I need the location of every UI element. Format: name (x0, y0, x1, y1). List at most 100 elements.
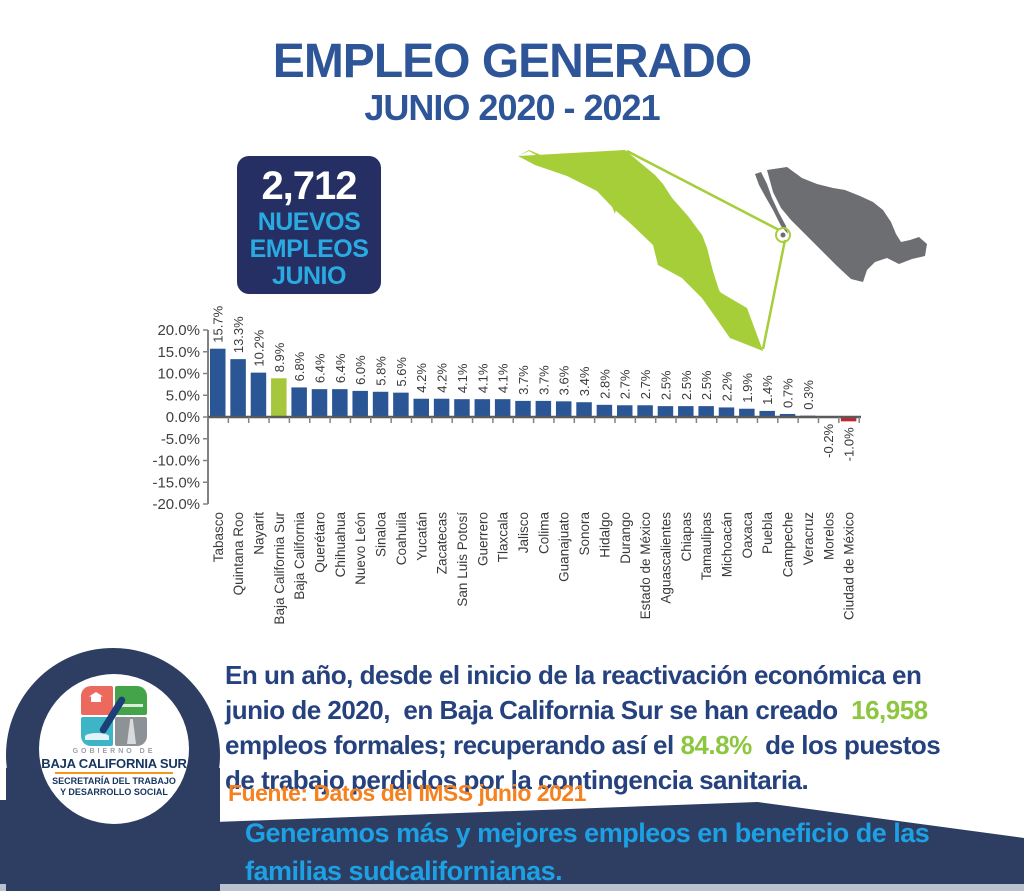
bcs-locator-dot (780, 232, 786, 238)
x-category-label: Nuevo León (353, 512, 368, 585)
x-category-label: Ciudad de México (842, 512, 857, 620)
message-text: junio de 2020, en Baja California Sur se… (225, 695, 852, 725)
bar-value-label: 13.3% (231, 316, 246, 353)
bar-value-label: 2.5% (658, 370, 673, 400)
y-tick-label: 5.0% (166, 387, 200, 404)
emblem-quadrant-road (115, 717, 147, 746)
new-jobs-label-2: EMPLEOS (249, 235, 369, 263)
y-tick-label: 20.0% (157, 322, 200, 339)
map-svg (518, 149, 927, 351)
logo-government-of: GOBIERNO DE (72, 748, 156, 755)
bar-value-label: 0.3% (801, 380, 816, 410)
map-connector-line-top (626, 149, 780, 232)
bar-guanajuato (555, 401, 572, 417)
x-category-label: Nayarit (251, 512, 266, 555)
bar-value-label: 4.2% (435, 363, 450, 393)
new-jobs-card: 2,712 NUEVOS EMPLEOS JUNIO (237, 156, 381, 294)
bar-yucat-n (413, 398, 429, 417)
bar-nuevo-le-n (352, 390, 368, 417)
government-logo: GOBIERNO DE BAJA CALIFORNIA SUR SECRETAR… (6, 648, 220, 891)
y-tick-label: -10.0% (152, 453, 200, 470)
footer-banner-line-2: familias sudcalifornianas. (245, 856, 563, 886)
bar-value-label: -0.2% (821, 423, 836, 457)
bar-value-label: 4.1% (455, 363, 470, 393)
bar-value-label: 10.2% (251, 329, 266, 366)
message-highlight-value: 84.8% (680, 730, 752, 760)
x-category-label: Sonora (577, 512, 592, 556)
bar-value-label: 2.8% (597, 369, 612, 399)
x-category-label: Morelos (821, 512, 836, 560)
bar-quer-taro (311, 389, 328, 417)
bar-sonora (576, 402, 592, 417)
message-line-1: En un año, desde el inicio de la reactiv… (225, 658, 1024, 693)
x-category-label: Aguascalientes (658, 512, 673, 604)
logo-secretariat-line-1: SECRETARÍA DEL TRABAJO (52, 776, 176, 786)
message-text: En un año, desde el inicio de la reactiv… (225, 660, 922, 690)
bar-value-label: 2.5% (699, 370, 714, 400)
bar-value-label: 4.1% (475, 363, 490, 393)
x-category-label: Coahuila (394, 512, 409, 566)
new-jobs-label-1: NUEVOS (257, 208, 361, 236)
bar-value-label: 5.6% (394, 357, 409, 387)
bar-aguascalientes (657, 406, 674, 417)
field-icon (119, 704, 143, 707)
y-tick-label: 15.0% (157, 344, 200, 361)
bar-coahuila (393, 392, 409, 417)
x-category-label: Veracruz (801, 512, 816, 566)
map-graphic (515, 138, 1000, 376)
bar-value-label: 4.2% (414, 363, 429, 393)
bcs-locator-circle (775, 227, 791, 243)
bar-value-label: 6.4% (313, 353, 328, 383)
message-line-2: junio de 2020, en Baja California Sur se… (225, 693, 1024, 728)
logo-state-name: BAJA CALIFORNIA SUR (41, 756, 187, 771)
bar-guerrero (474, 399, 491, 417)
x-category-label: Colima (536, 512, 551, 555)
baja-california-sur-shape-fill (518, 150, 763, 351)
bar-colima (535, 400, 552, 417)
y-tick-label: -20.0% (152, 496, 200, 513)
new-jobs-count: 2,712 (261, 164, 357, 208)
x-category-label: Campeche (781, 512, 796, 577)
bar-estado-de-m-xico (637, 405, 653, 417)
bar-sinaloa (372, 391, 389, 417)
x-category-label: Guanajuato (557, 512, 572, 582)
x-category-label: Quintana Roo (231, 512, 246, 595)
bar-value-label: 3.4% (577, 366, 592, 396)
bar-value-label: 2.5% (679, 370, 694, 400)
bar-baja-california-sur (271, 378, 287, 417)
message-highlight-value: 16,958 (851, 695, 928, 725)
source-text: Fuente: Datos del IMSS junio 2021 (228, 780, 586, 806)
bar-jalisco (515, 400, 531, 417)
x-category-label: Oaxaca (740, 512, 755, 559)
bar-tamaulipas (698, 406, 714, 417)
bar-value-label: 1.4% (760, 375, 775, 405)
x-category-label: Chihuahua (333, 512, 348, 578)
message-text: de trabajo perdidos por la contingencia … (225, 765, 809, 795)
y-tick-label: 10.0% (157, 366, 200, 383)
bar-value-label: 1.9% (740, 373, 755, 403)
bar-tabasco (210, 348, 226, 417)
bar-value-label: 3.7% (536, 365, 551, 395)
bar-value-label: 3.7% (516, 365, 531, 395)
bar-value-label: -1.0% (842, 427, 857, 461)
bar-value-label: 5.8% (374, 356, 389, 386)
x-category-label: Baja California (292, 512, 307, 600)
y-tick-label: 0.0% (166, 409, 200, 426)
bcs-coat-of-arms-icon (81, 686, 147, 746)
message-line-3: empleos formales; recuperando así el 84.… (225, 728, 1024, 763)
bar-value-label: 6.0% (353, 355, 368, 385)
message-text: de los puestos (751, 730, 941, 760)
message-line-4: de trabajo perdidos por la contingencia … (225, 763, 1024, 798)
bar-quintana-roo (230, 359, 246, 417)
map-connector-line-bottom (761, 239, 787, 350)
x-category-label: Tabasco (211, 512, 226, 562)
x-category-label: Chiapas (679, 512, 694, 562)
footer-banner-line-1: Generamos más y mejores empleos en benef… (245, 818, 930, 848)
x-category-label: Yucatán (414, 512, 429, 561)
header: EMPLEO GENERADO JUNIO 2020 - 2021 (0, 36, 1024, 128)
whale-icon (85, 733, 109, 740)
bar-puebla (759, 410, 775, 417)
bar-durango (617, 405, 633, 417)
bar-zacatecas (433, 398, 450, 417)
logo-divider (55, 772, 173, 774)
